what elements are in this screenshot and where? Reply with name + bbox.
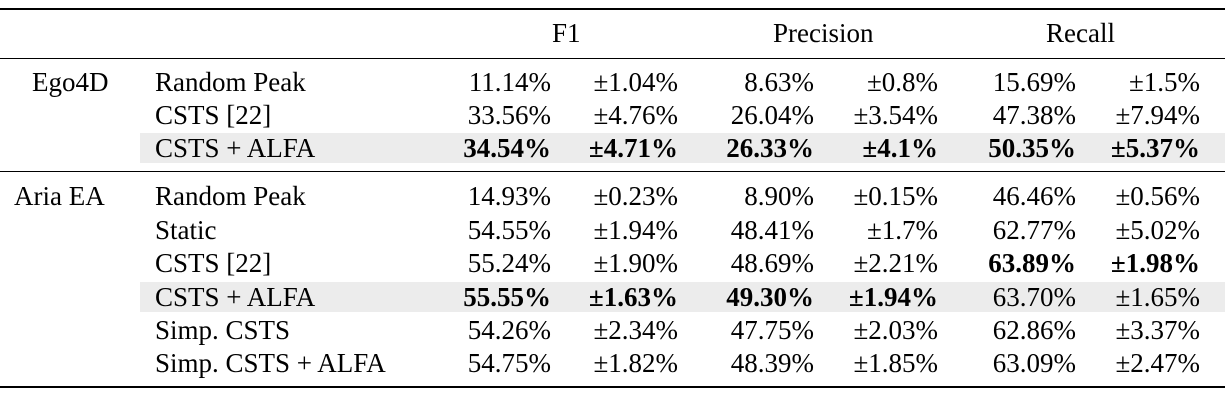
header-recall: Recall: [1046, 18, 1115, 48]
recall-value: 62.86%: [992, 315, 1076, 345]
f1-std: ±1.90%: [593, 248, 678, 278]
recall-value: 63.09%: [992, 348, 1076, 378]
recall-std: ±5.37%: [1110, 133, 1200, 163]
recall-value: 47.38%: [992, 100, 1076, 130]
f1-value: 54.75%: [467, 348, 551, 378]
recall-std: ±0.56%: [1115, 181, 1200, 211]
recall-std: ±5.02%: [1115, 215, 1200, 245]
highlight-row-ego4d-alfa: [140, 133, 1225, 163]
f1-value: 55.55%: [463, 282, 551, 312]
f1-value: 11.14%: [468, 67, 551, 97]
precision-value: 48.39%: [730, 348, 814, 378]
recall-value: 50.35%: [988, 133, 1076, 163]
f1-std: ±1.04%: [593, 67, 678, 97]
recall-value: 46.46%: [992, 181, 1076, 211]
precision-value: 26.04%: [730, 100, 814, 130]
method-name: CSTS [22]: [155, 248, 272, 278]
group-label-ego4d: Ego4D: [32, 67, 109, 97]
precision-value: 8.63%: [744, 67, 814, 97]
precision-std: ±0.8%: [866, 67, 938, 97]
precision-std: ±1.85%: [853, 348, 938, 378]
f1-std: ±2.34%: [593, 315, 678, 345]
f1-std: ±1.63%: [588, 282, 678, 312]
f1-value: 34.54%: [463, 133, 551, 163]
method-name: CSTS [22]: [155, 100, 272, 130]
precision-std: ±2.21%: [853, 248, 938, 278]
highlight-row-aria-alfa: [140, 282, 1225, 312]
recall-std: ±1.5%: [1128, 67, 1200, 97]
f1-value: 54.55%: [467, 215, 551, 245]
method-name: CSTS + ALFA: [155, 282, 316, 312]
recall-value: 63.89%: [988, 248, 1076, 278]
precision-value: 8.90%: [744, 181, 814, 211]
precision-std: ±3.54%: [853, 100, 938, 130]
precision-std: ±0.15%: [853, 181, 938, 211]
header-f1: F1: [552, 18, 581, 48]
recall-value: 62.77%: [992, 215, 1076, 245]
group-rule: [0, 171, 1225, 172]
method-name: Random Peak: [155, 67, 306, 97]
method-name: Simp. CSTS: [155, 315, 291, 345]
recall-std: ±1.65%: [1115, 282, 1200, 312]
precision-value: 49.30%: [726, 282, 814, 312]
f1-value: 14.93%: [467, 181, 551, 211]
f1-value: 55.24%: [467, 248, 551, 278]
recall-std: ±3.37%: [1115, 315, 1200, 345]
recall-value: 15.69%: [992, 67, 1076, 97]
recall-std: ±1.98%: [1110, 248, 1200, 278]
precision-std: ±1.7%: [866, 215, 938, 245]
f1-std: ±4.71%: [588, 133, 678, 163]
f1-std: ±4.76%: [593, 100, 678, 130]
method-name: CSTS + ALFA: [155, 133, 316, 163]
header-precision: Precision: [773, 18, 874, 48]
precision-value: 48.41%: [730, 215, 814, 245]
top-rule: [0, 8, 1225, 10]
precision-value: 47.75%: [730, 315, 814, 345]
f1-value: 54.26%: [467, 315, 551, 345]
recall-std: ±7.94%: [1115, 100, 1200, 130]
method-name: Random Peak: [155, 181, 306, 211]
method-name: Simp. CSTS + ALFA: [155, 348, 386, 378]
recall-std: ±2.47%: [1115, 348, 1200, 378]
bottom-rule: [0, 386, 1225, 388]
f1-value: 33.56%: [467, 100, 551, 130]
method-name: Static: [155, 215, 217, 245]
precision-std: ±2.03%: [853, 315, 938, 345]
header-rule: [0, 58, 1225, 59]
precision-value: 26.33%: [726, 133, 814, 163]
precision-value: 48.69%: [730, 248, 814, 278]
f1-std: ±1.94%: [593, 215, 678, 245]
group-label-aria: Aria EA: [14, 181, 105, 211]
recall-value: 63.70%: [992, 282, 1076, 312]
precision-std: ±4.1%: [862, 133, 938, 163]
f1-std: ±1.82%: [593, 348, 678, 378]
precision-std: ±1.94%: [848, 282, 938, 312]
f1-std: ±0.23%: [593, 181, 678, 211]
